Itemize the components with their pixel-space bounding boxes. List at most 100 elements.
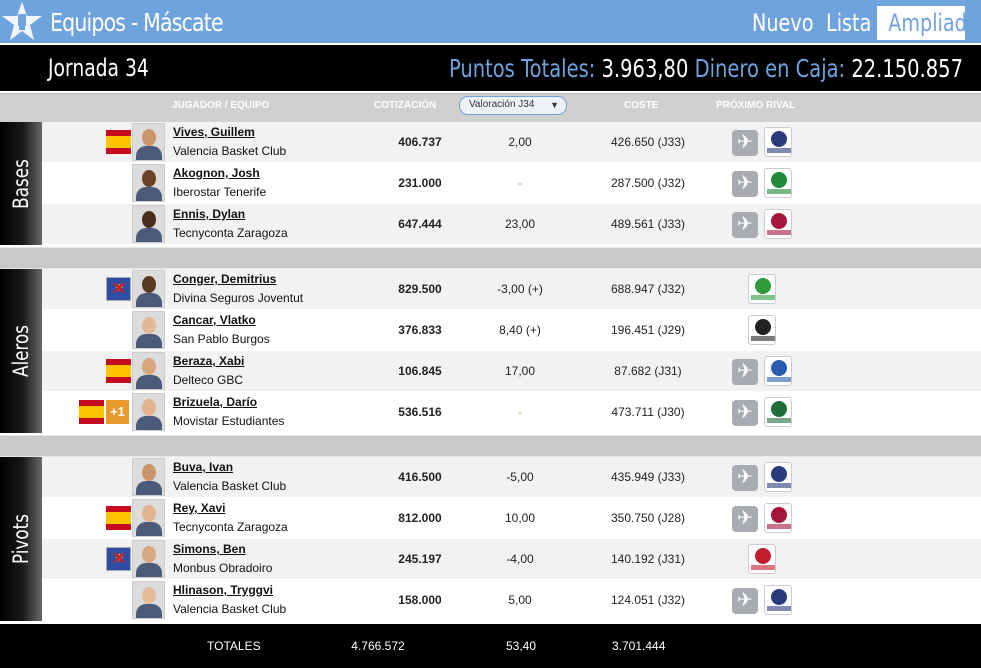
player-team: Monbus Obradoiro: [173, 561, 273, 575]
rival-team-logo[interactable]: [748, 315, 776, 345]
player-cost: 196.451 (J29): [610, 323, 686, 337]
player-photo-head: [142, 505, 156, 522]
player-name[interactable]: Simons, Ben: [173, 542, 246, 556]
player-row[interactable]: Hlinason, Tryggvi Valencia Basket Club 158…: [42, 580, 981, 621]
airplane-icon[interactable]: ✈: [732, 506, 758, 532]
tab-ampliado[interactable]: Ampliado: [877, 6, 979, 40]
rival-crest: [771, 589, 787, 605]
player-photo: [132, 393, 165, 431]
player-price: 106.845: [398, 364, 442, 378]
player-row[interactable]: +1 Brizuela, Darío Movistar Estudiantes 536…: [42, 392, 981, 433]
airplane-icon[interactable]: ✈: [732, 212, 758, 238]
player-row[interactable]: Akognon, Josh Iberostar Tenerife 231.000 - 2…: [42, 163, 981, 204]
rival-team-logo[interactable]: [764, 127, 792, 157]
player-photo-torso: [136, 293, 162, 307]
position-label: Pivots: [9, 514, 33, 564]
player-name[interactable]: Rey, Xavi: [173, 501, 226, 515]
player-name[interactable]: Ennis, Dylan: [173, 207, 246, 221]
player-row[interactable]: Simons, Ben Monbus Obradoiro 245.197 -4,00 1…: [42, 539, 981, 580]
airplane-icon[interactable]: ✈: [732, 130, 758, 156]
airplane-icon[interactable]: ✈: [732, 400, 758, 426]
airplane-icon[interactable]: ✈: [732, 359, 758, 385]
player-row[interactable]: Vives, Guillem Valencia Basket Club 406.73…: [42, 122, 981, 163]
player-photo-head: [142, 546, 156, 563]
player-cost: 350.750 (J28): [610, 511, 686, 525]
points-value: 3.963,80: [601, 54, 689, 83]
player-cost: 87.682 (J31): [614, 364, 682, 378]
player-row[interactable]: Ennis, Dylan Tecnyconta Zaragoza 647.444 23…: [42, 204, 981, 245]
player-team: Valencia Basket Club: [173, 602, 287, 616]
player-name[interactable]: Brizuela, Darío: [173, 395, 258, 409]
spain-flag-icon: [106, 130, 131, 154]
app-title: Equipos - Máscate: [50, 8, 224, 37]
player-photo: [132, 123, 165, 161]
eu-flag-icon: [106, 547, 131, 571]
rival-team-logo[interactable]: [764, 397, 792, 427]
player-cost: 426.650 (J33): [610, 135, 686, 149]
player-valuation: -5,00: [506, 470, 534, 484]
player-row[interactable]: Beraza, Xabi Delteco GBC 106.845 17,00 87.68…: [42, 351, 981, 392]
money-value: 22.150.857: [851, 54, 963, 83]
player-row[interactable]: Cancar, Vlatko San Pablo Burgos 376.833 8,4…: [42, 310, 981, 351]
rival-team-logo[interactable]: [764, 503, 792, 533]
airplane-icon[interactable]: ✈: [732, 465, 758, 491]
rival-crest: [755, 548, 771, 564]
rival-team-logo[interactable]: [764, 168, 792, 198]
rival-crest: [771, 131, 787, 147]
rival-team-logo[interactable]: [764, 462, 792, 492]
rival-crest: [771, 360, 787, 376]
col-player: JUGADOR / EQUIPO: [172, 100, 270, 111]
player-photo-torso: [136, 187, 162, 201]
player-row[interactable]: Conger, Demitrius Divina Seguros Joventut…: [42, 269, 981, 310]
col-price: COTIZACIÓN: [374, 100, 437, 111]
player-name[interactable]: Hlinason, Tryggvi: [173, 583, 274, 597]
star-trophy-icon: [2, 2, 42, 40]
rival-banner: [767, 524, 791, 529]
player-row[interactable]: Rey, Xavi Tecnyconta Zaragoza 812.000 10,00…: [42, 498, 981, 539]
player-price: 231.000: [398, 176, 442, 190]
player-name[interactable]: Conger, Demitrius: [173, 272, 277, 286]
airplane-icon[interactable]: ✈: [732, 588, 758, 614]
player-cost: 140.192 (J31): [610, 552, 686, 566]
totals-row: TOTALES 4.766.572 53,40 3.701.444: [0, 624, 981, 668]
totals-price: 4.766.572: [351, 639, 405, 653]
player-name[interactable]: Akognon, Josh: [173, 166, 260, 180]
rival-crest: [771, 466, 787, 482]
rival-crest: [755, 278, 771, 294]
valuation-select-value: Valoración J34: [469, 99, 535, 110]
player-valuation: -3,00 (+): [497, 282, 543, 296]
player-team: Valencia Basket Club: [173, 479, 287, 493]
player-cost: 473.711 (J30): [611, 405, 685, 419]
player-team: Tecnyconta Zaragoza: [173, 226, 288, 240]
rival-team-logo[interactable]: [764, 585, 792, 615]
spain-flag-icon: [106, 506, 131, 530]
rival-team-logo[interactable]: [748, 544, 776, 574]
totals-cost: 3.701.444: [612, 639, 666, 653]
player-photo-head: [142, 587, 156, 604]
player-price: 812.000: [398, 511, 442, 525]
player-name[interactable]: Cancar, Vlatko: [173, 313, 256, 327]
player-team: San Pablo Burgos: [173, 332, 270, 346]
tab-lista[interactable]: Lista: [826, 9, 872, 37]
position-label: Bases: [9, 158, 33, 209]
player-photo-head: [142, 464, 156, 481]
rival-team-logo[interactable]: [748, 274, 776, 304]
player-photo-torso: [136, 481, 162, 495]
player-cost: 688.947 (J32): [610, 282, 686, 296]
player-name[interactable]: Buva, Ivan: [173, 460, 234, 474]
rival-team-logo[interactable]: [764, 209, 792, 239]
valuation-select[interactable]: Valoración J34 ▼: [459, 96, 567, 115]
rival-team-logo[interactable]: [764, 356, 792, 386]
money-label: Dinero en Caja:: [694, 54, 846, 83]
player-row[interactable]: Buva, Ivan Valencia Basket Club 416.500 -5,…: [42, 457, 981, 498]
player-name[interactable]: Vives, Guillem: [173, 125, 255, 139]
player-price: 406.737: [398, 135, 442, 149]
player-price: 158.000: [398, 593, 442, 607]
rival-banner: [767, 418, 791, 423]
player-photo-head: [142, 129, 156, 146]
player-photo: [132, 164, 165, 202]
player-price: 416.500: [398, 470, 442, 484]
player-name[interactable]: Beraza, Xabi: [173, 354, 245, 368]
tab-nuevo[interactable]: Nuevo: [752, 9, 814, 37]
airplane-icon[interactable]: ✈: [732, 171, 758, 197]
